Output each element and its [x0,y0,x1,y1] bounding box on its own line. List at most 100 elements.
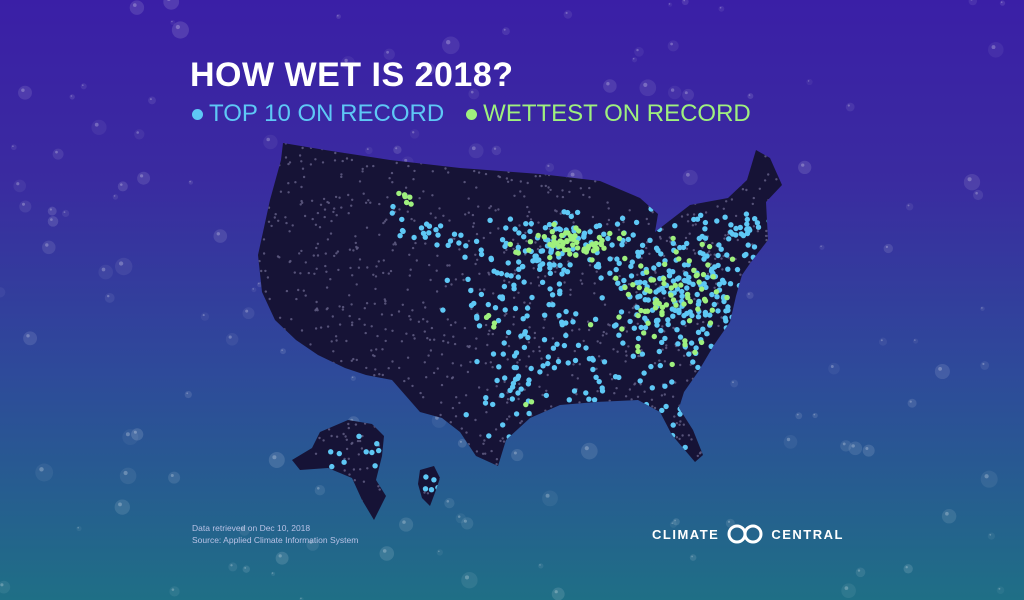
raindrop [13,179,27,193]
station-dot [692,478,696,481]
top10-station [670,269,676,275]
wettest-station [547,254,553,261]
station-dot [512,315,516,319]
top10-station [605,235,611,242]
station-dot [494,428,498,431]
top10-station [743,211,750,217]
station-dot [261,426,264,429]
wettest-station [682,338,688,344]
station-dot [616,350,619,353]
top10-station [488,255,494,261]
station-dot [432,156,436,160]
top10-station [758,356,764,363]
station-dot [326,238,330,241]
station-dot [301,167,305,170]
station-dot [292,362,295,366]
station-dot [756,443,759,446]
station-dot [323,208,327,211]
raindrop-highlight [136,131,139,134]
station-dot [510,178,513,182]
top10-station [510,380,517,387]
top10-station [702,235,709,241]
station-dot [502,440,506,443]
station-dot [606,201,609,204]
raindrop-highlight [813,413,816,416]
station-dot [699,368,703,371]
top10-station [694,291,700,298]
wettest-station [652,305,659,311]
station-dot [543,462,546,466]
wettest-station [700,271,707,278]
station-dot [424,444,428,448]
station-dot [569,288,572,291]
wettest-station [601,245,607,251]
raindrop-highlight [101,267,106,272]
station-dot [507,440,510,443]
station-dot [258,313,260,316]
station-dot [393,241,397,244]
station-dot [385,218,388,221]
top10-station [637,378,643,384]
station-dot [341,414,345,417]
station-dot [329,416,333,419]
top10-station [681,277,688,284]
raindrop-highlight [241,527,245,530]
wettest-station [701,296,708,302]
station-dot [408,315,411,318]
station-dot [561,189,564,192]
top10-station [435,232,441,238]
top10-station [551,262,557,268]
station-dot [522,507,526,510]
station-dot [766,303,770,306]
station-dot [770,207,773,210]
station-dot [529,282,533,285]
station-dot [273,355,276,359]
raindrop-highlight [1000,1,1003,3]
station-dot [777,441,781,445]
station-dot [351,198,354,201]
station-dot [350,158,354,162]
station-dot [412,334,415,337]
station-dot [448,219,451,222]
station-dot [517,397,520,401]
station-dot [772,280,775,283]
top10-station [659,436,665,442]
station-dot [693,297,696,301]
station-dot [528,302,532,305]
station-dot [649,421,652,425]
station-dot [446,264,449,267]
station-dot [536,143,539,146]
top10-station [747,299,753,306]
station-dot [318,490,322,494]
raindrop-highlight [457,515,461,518]
wettest-station [407,194,413,200]
station-dot [268,324,271,327]
wettest-station [607,230,613,237]
station-dot [268,414,271,417]
top10-station [723,318,729,324]
top10-station [762,261,768,267]
top10-station [504,272,510,278]
station-dot [467,514,470,517]
wettest-station [573,252,579,258]
top10-station [411,234,417,241]
top10-station [758,273,764,279]
station-dot [473,509,477,512]
station-dot [489,231,492,235]
station-dot [357,266,361,269]
station-dot [287,396,291,399]
station-dot [422,396,425,399]
station-dot [534,144,537,147]
station-dot [274,213,277,216]
top10-station [637,293,643,299]
station-dot [259,442,263,445]
station-dot [334,335,338,338]
station-dot [714,174,717,177]
station-dot [772,207,775,210]
top10-station [511,282,517,288]
top10-station [662,335,668,342]
top10-station [806,368,811,373]
station-dot [489,361,492,364]
station-dot [748,432,752,435]
station-dot [648,252,651,255]
